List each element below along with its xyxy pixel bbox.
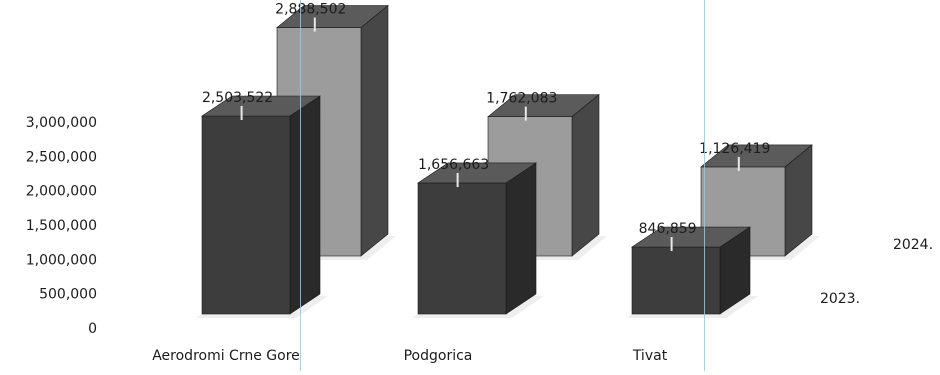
- bar: 2,503,522: [196, 90, 328, 318]
- y-tick-label: 500,000: [39, 287, 97, 303]
- series-front-row: 2,503,522 1,656,663 846,859: [196, 90, 758, 318]
- x-axis: Aerodromi Crne Gore Podgorica Tivat: [152, 348, 667, 364]
- bar-front: [201, 115, 291, 315]
- bar-front: [417, 182, 507, 315]
- bar-side: [360, 4, 389, 257]
- y-tick-label: 2,000,000: [26, 184, 97, 200]
- y-axis: 3,000,000 2,500,000 2,000,000 1,500,000 1,00…: [26, 115, 97, 337]
- bar-top: [487, 94, 600, 117]
- x-category-label: Tivat: [632, 348, 668, 364]
- series-label: 2024.: [893, 237, 933, 253]
- y-tick-label: 2,500,000: [26, 149, 97, 165]
- series-label: 2023.: [820, 291, 860, 307]
- series-labels: 2023. 2024.: [820, 237, 933, 307]
- scan-line: [704, 0, 705, 371]
- bar: 1,656,663: [412, 157, 544, 318]
- data-label: 2,503,522: [202, 90, 273, 106]
- series-back-row: 2,888,502 1,762,083 1,126,419: [271, 2, 820, 260]
- bar-front: [631, 246, 721, 315]
- bar-top: [417, 162, 537, 184]
- y-tick-label: 1,500,000: [26, 218, 97, 234]
- bar-top: [700, 144, 813, 168]
- bar-top: [276, 5, 389, 28]
- bar-side: [505, 162, 537, 315]
- data-label: 1,656,663: [418, 157, 489, 173]
- scan-line: [300, 0, 301, 371]
- data-label: 846,859: [639, 221, 697, 237]
- data-label: 1,126,419: [699, 141, 770, 157]
- bar: 1,126,419: [695, 141, 820, 260]
- x-category-label: Aerodromi Crne Gore: [152, 348, 300, 364]
- bar-top: [201, 95, 321, 117]
- bar-top: [631, 226, 751, 248]
- bar: 846,859: [626, 221, 758, 318]
- y-tick-label: 3,000,000: [26, 115, 97, 131]
- y-tick-label: 1,000,000: [26, 252, 97, 268]
- x-category-label: Podgorica: [404, 348, 473, 364]
- data-label: 1,762,083: [486, 91, 557, 107]
- data-label: 2,888,502: [275, 2, 346, 18]
- y-tick-label: 0: [88, 321, 97, 337]
- bar-side: [289, 95, 321, 315]
- bar-side: [571, 94, 600, 257]
